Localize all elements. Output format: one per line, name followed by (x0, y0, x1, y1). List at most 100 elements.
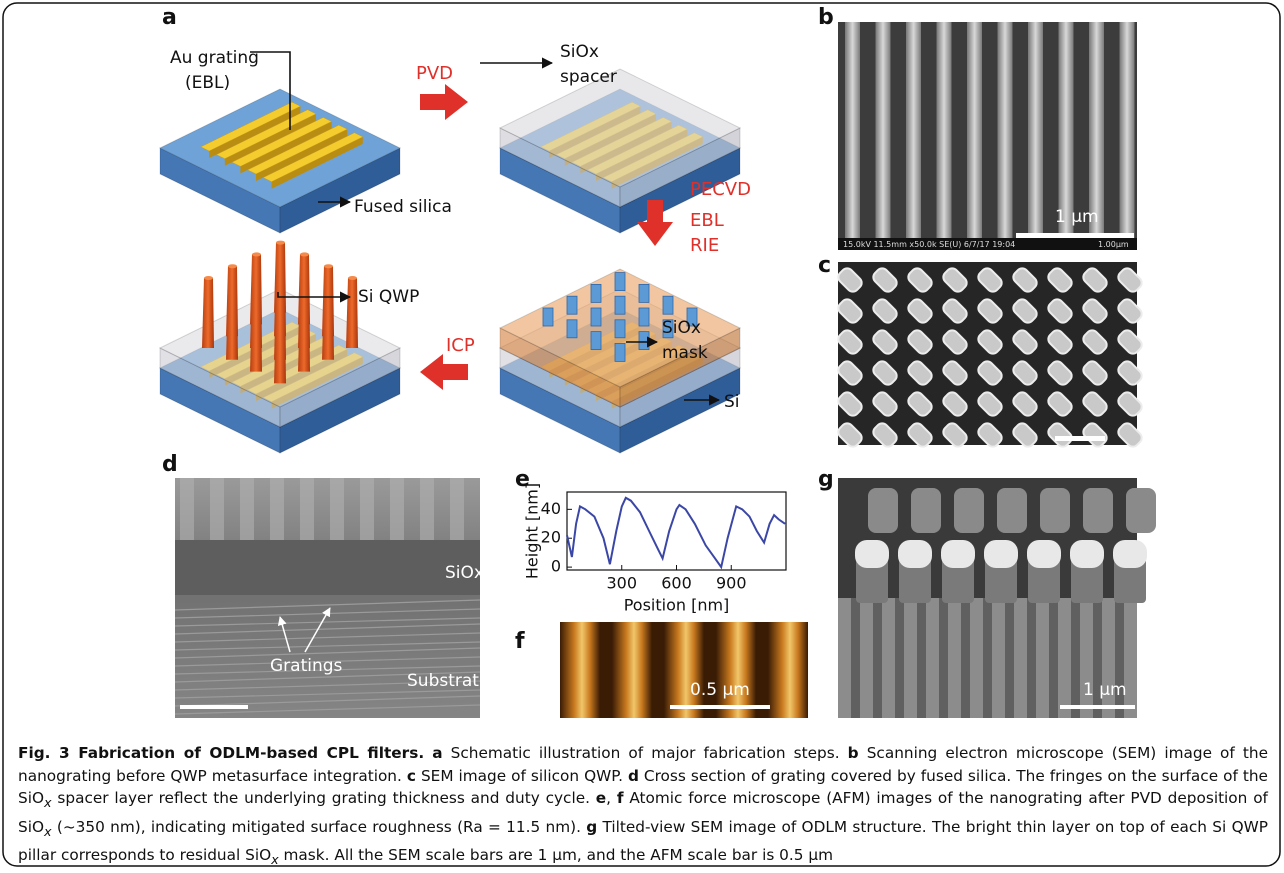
stripe (906, 22, 921, 238)
scale-bar (180, 705, 248, 709)
pillar-top (252, 252, 261, 256)
y-tick-label: 0 (551, 557, 561, 576)
label: mask (662, 343, 708, 363)
y-tick-label: 20 (541, 528, 561, 547)
mask-block (591, 284, 601, 302)
mask-block (639, 284, 649, 302)
pillar (346, 278, 358, 348)
stripe (998, 22, 1013, 238)
column (904, 598, 917, 718)
caption-ref: d (628, 767, 639, 785)
pillar (274, 243, 286, 313)
x-tick-label: 600 (661, 574, 692, 593)
sem-image (836, 262, 1144, 449)
caption: Fig. 3 Fabrication of ODLM-based CPL fil… (18, 742, 1268, 873)
pillar-cap (941, 540, 975, 568)
panel-label: d (162, 452, 178, 477)
caption-sub: x (271, 853, 279, 868)
pillar-back (911, 488, 941, 533)
caption-text: spacer layer reflect the underlying grat… (57, 789, 590, 807)
step-label: ICP (446, 335, 475, 356)
afm-stripe (560, 622, 600, 718)
column (1058, 598, 1071, 718)
mask-block (591, 308, 601, 326)
caption-text: (~350 nm), indicating mitigated surface … (57, 818, 581, 836)
figure: a Au grating (EBL) PVD SiOx spacer Fused… (0, 0, 1284, 870)
pillar-back (954, 488, 984, 533)
stripe (937, 22, 952, 238)
mask-block (567, 320, 577, 338)
page: a Au grating (EBL) PVD SiOx spacer Fused… (0, 0, 1284, 870)
caption-title: Fig. 3 Fabrication of ODLM-based CPL fil… (18, 744, 424, 762)
panel-label: f (515, 629, 525, 654)
label: Au grating (170, 48, 259, 68)
caption-sub: x (44, 825, 52, 840)
pillar-cap (1070, 540, 1104, 568)
caption-ref: b (848, 744, 859, 762)
pillar (202, 278, 214, 348)
mask-block (615, 320, 625, 338)
image-label: SiOx (445, 563, 484, 583)
step-label: RIE (690, 235, 719, 256)
pillar-top (228, 264, 237, 268)
column (1080, 598, 1093, 718)
image-label: Gratings (270, 656, 343, 676)
afm-image (560, 622, 808, 718)
step-arrow (420, 354, 468, 390)
y-axis-label: Height [nm] (523, 483, 542, 579)
panel-label: c (818, 253, 831, 278)
column (1102, 598, 1115, 718)
panel-label: b (818, 5, 834, 30)
pillar-back (1126, 488, 1156, 533)
info-text: 15.0kV 11.5mm x50.0k SE(U) 6/7/17 19:04 (843, 240, 1015, 249)
pillar-top (300, 252, 309, 256)
stripe (1089, 22, 1104, 238)
stripe (967, 22, 982, 238)
oxide (175, 540, 480, 595)
column (882, 598, 895, 718)
pillar-cap (898, 540, 932, 568)
pillar-back (1083, 488, 1113, 533)
label: SiOx (560, 42, 599, 62)
column (1036, 598, 1049, 718)
mask-block (615, 296, 625, 314)
caption-ref: f (617, 789, 624, 807)
x-tick-label: 300 (606, 574, 637, 593)
caption-text: , (606, 789, 611, 807)
column (970, 598, 983, 718)
step-label: EBL (690, 210, 724, 231)
stripe (876, 22, 891, 238)
afm-stripe (664, 622, 704, 718)
step-label: PECVD (690, 179, 751, 200)
column (838, 598, 851, 718)
label: spacer (560, 67, 617, 87)
y-tick-label: 40 (541, 499, 561, 518)
scale-label: 1 µm (1055, 207, 1099, 227)
pillar-top (324, 264, 333, 268)
schematic (160, 69, 740, 453)
mask-block (615, 273, 625, 291)
scale-bar (1016, 233, 1134, 238)
info-text: 1.00µm (1098, 240, 1129, 249)
panel-label: g (818, 467, 834, 492)
pillar-cap (855, 540, 889, 568)
mask-block (567, 296, 577, 314)
panel-label: a (162, 5, 177, 30)
column (992, 598, 1005, 718)
pillar-top (204, 276, 213, 280)
afm-stripe (768, 622, 808, 718)
scale-bar (670, 705, 770, 709)
caption-text: Schematic illustration of major fabricat… (451, 744, 840, 762)
step-label: PVD (416, 63, 453, 84)
x-axis-label: Position [nm] (624, 596, 730, 615)
caption-ref: g (586, 818, 597, 836)
image-label: Substrate (407, 671, 489, 691)
caption-text: mask. All the SEM scale bars are 1 µm, a… (284, 846, 833, 864)
pillar (226, 266, 238, 336)
stripe (1028, 22, 1043, 238)
afm-stripe (612, 622, 652, 718)
pillar-cap (984, 540, 1018, 568)
caption-sub: x (44, 796, 52, 811)
data-line (567, 498, 785, 567)
